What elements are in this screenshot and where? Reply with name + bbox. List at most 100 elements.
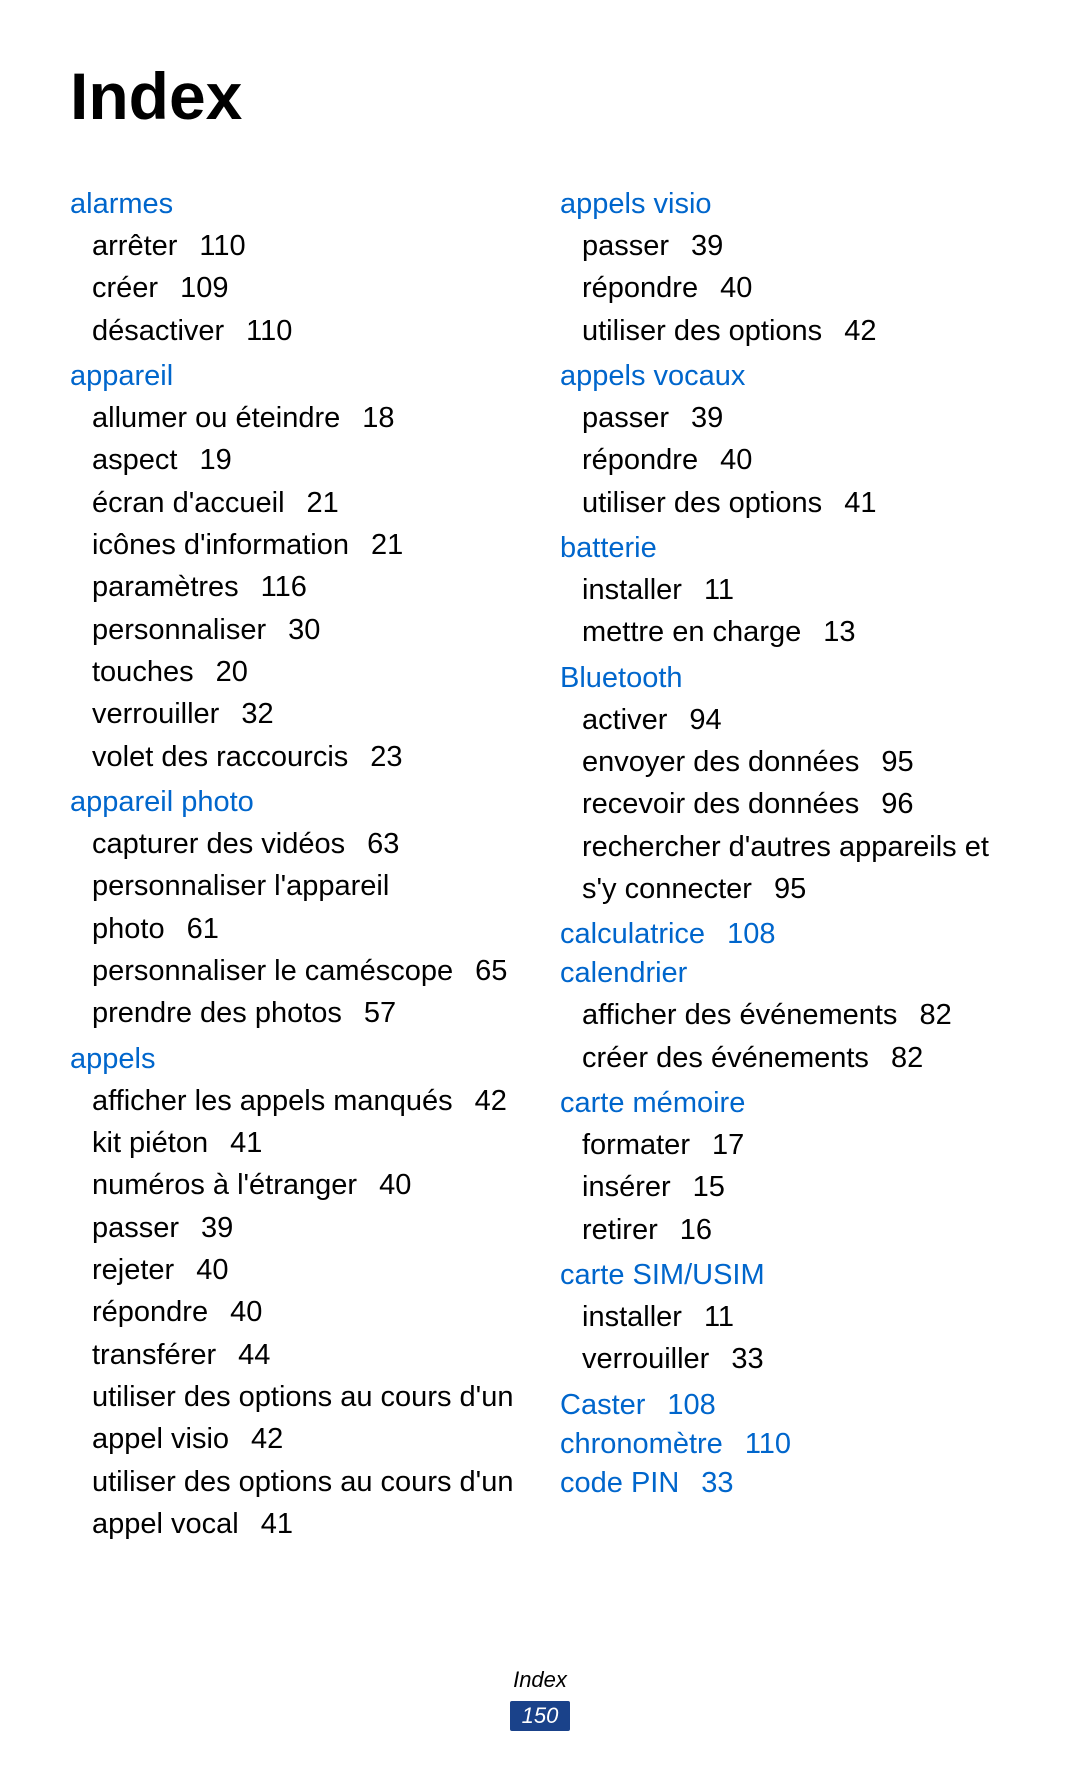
index-entry[interactable]: mettre en charge13: [582, 611, 1010, 653]
index-entry-label: retirer: [582, 1214, 658, 1246]
index-entry-page: 39: [691, 230, 723, 262]
index-entry-label: allumer ou éteindre: [92, 402, 340, 434]
index-entry[interactable]: répondre40: [582, 267, 1010, 309]
index-entry[interactable]: capturer des vidéos63: [92, 823, 520, 865]
index-entry[interactable]: utiliser des options41: [582, 482, 1010, 524]
index-entry[interactable]: allumer ou éteindre18: [92, 397, 520, 439]
index-heading[interactable]: calculatrice108: [560, 918, 1010, 951]
index-heading[interactable]: Caster108: [560, 1389, 1010, 1422]
index-entry[interactable]: transférer44: [92, 1334, 520, 1376]
index-entry[interactable]: rechercher d'autres appareils et s'y con…: [582, 826, 1010, 911]
index-entry-label: icônes d'information: [92, 529, 349, 561]
index-entry[interactable]: installer11: [582, 569, 1010, 611]
index-entry[interactable]: kit piéton41: [92, 1122, 520, 1164]
index-entry[interactable]: répondre40: [92, 1291, 520, 1333]
index-entry[interactable]: écran d'accueil21: [92, 482, 520, 524]
index-entry-label: écran d'accueil: [92, 487, 285, 519]
index-entry-page: 32: [241, 698, 273, 730]
index-heading[interactable]: Bluetooth: [560, 662, 1010, 695]
index-entry-page: 95: [881, 746, 913, 778]
index-entry[interactable]: passer39: [582, 397, 1010, 439]
index-entry-page: 42: [475, 1085, 507, 1117]
index-entry[interactable]: utiliser des options au cours d'un appel…: [92, 1461, 520, 1546]
index-entry[interactable]: utiliser des options42: [582, 310, 1010, 352]
index-heading[interactable]: appels visio: [560, 188, 1010, 221]
index-entry-page: 16: [680, 1214, 712, 1246]
index-heading[interactable]: appareil photo: [70, 786, 520, 819]
index-entry-label: utiliser des options: [582, 315, 822, 347]
index-entry[interactable]: paramètres116: [92, 566, 520, 608]
index-entry[interactable]: formater17: [582, 1124, 1010, 1166]
index-entry[interactable]: envoyer des données95: [582, 741, 1010, 783]
index-heading[interactable]: batterie: [560, 532, 1010, 565]
index-entry[interactable]: numéros à l'étranger40: [92, 1164, 520, 1206]
index-heading-label: alarmes: [70, 188, 173, 220]
index-entry-page: 39: [691, 402, 723, 434]
index-heading[interactable]: appels vocaux: [560, 360, 1010, 393]
index-entry[interactable]: verrouiller32: [92, 693, 520, 735]
index-entry-label: transférer: [92, 1339, 216, 1371]
index-entry[interactable]: arrêter110: [92, 225, 520, 267]
index-entry-page: 42: [251, 1423, 283, 1455]
index-entry-page: 40: [720, 272, 752, 304]
index-entry[interactable]: installer11: [582, 1296, 1010, 1338]
index-entry[interactable]: passer39: [582, 225, 1010, 267]
index-heading-label: calendrier: [560, 957, 687, 989]
index-entry[interactable]: personnaliser30: [92, 609, 520, 651]
index-entry[interactable]: afficher des événements82: [582, 994, 1010, 1036]
index-heading[interactable]: appareil: [70, 360, 520, 393]
index-heading[interactable]: carte mémoire: [560, 1087, 1010, 1120]
index-heading[interactable]: carte SIM/USIM: [560, 1259, 1010, 1292]
index-entry-label: capturer des vidéos: [92, 828, 345, 860]
index-entry-page: 13: [823, 616, 855, 648]
index-entry[interactable]: recevoir des données96: [582, 783, 1010, 825]
index-entry-label: créer des événements: [582, 1042, 869, 1074]
index-sublist: passer39répondre40utiliser des options42: [560, 225, 1010, 352]
index-entry[interactable]: volet des raccourcis23: [92, 736, 520, 778]
index-entry[interactable]: aspect19: [92, 439, 520, 481]
index-entry-page: 65: [475, 955, 507, 987]
index-entry-page: 19: [199, 444, 231, 476]
index-heading-label: chronomètre: [560, 1428, 723, 1460]
index-entry[interactable]: prendre des photos57: [92, 992, 520, 1034]
index-entry-label: utiliser des options au cours d'un appel…: [92, 1381, 513, 1455]
index-entry[interactable]: personnaliser le caméscope 65: [92, 950, 520, 992]
index-entry-label: désactiver: [92, 315, 224, 347]
index-entry[interactable]: afficher les appels manqués42: [92, 1080, 520, 1122]
index-entry[interactable]: retirer 16: [582, 1209, 1010, 1251]
index-heading-page: 108: [667, 1389, 715, 1421]
index-entry-page: 39: [201, 1212, 233, 1244]
index-entry-page: 110: [246, 315, 292, 347]
index-heading[interactable]: code PIN 33: [560, 1467, 1010, 1500]
index-heading-page: 33: [701, 1467, 733, 1499]
index-entry[interactable]: rejeter40: [92, 1249, 520, 1291]
index-heading[interactable]: chronomètre110: [560, 1428, 1010, 1461]
index-entry[interactable]: insérer15: [582, 1166, 1010, 1208]
page-title: Index: [70, 58, 1010, 134]
index-entry[interactable]: personnaliser l'appareil photo61: [92, 865, 520, 950]
index-entry[interactable]: icônes d'information21: [92, 524, 520, 566]
index-sublist: arrêter110créer109 désactiver 110: [70, 225, 520, 352]
index-entry-label: personnaliser le caméscope: [92, 955, 453, 987]
index-entry-page: 61: [187, 913, 219, 945]
index-heading[interactable]: appels: [70, 1043, 520, 1076]
index-entry[interactable]: passer39: [92, 1207, 520, 1249]
index-heading-label: code PIN: [560, 1467, 679, 1499]
index-entry[interactable]: utiliser des options au cours d'un appel…: [92, 1376, 520, 1461]
index-sublist: afficher des événements82créer des événe…: [560, 994, 1010, 1079]
index-entry[interactable]: verrouiller33: [582, 1338, 1010, 1380]
index-heading[interactable]: alarmes: [70, 188, 520, 221]
index-entry[interactable]: créer des événements82: [582, 1037, 1010, 1079]
index-heading[interactable]: calendrier: [560, 957, 1010, 990]
index-heading-label: calculatrice: [560, 918, 705, 950]
index-entry-label: rejeter: [92, 1254, 174, 1286]
index-entry[interactable]: touches20: [92, 651, 520, 693]
index-column-left: alarmes arrêter110créer109 désactiver 110 ap…: [70, 182, 520, 1553]
index-sublist: formater17insérer15 retirer 16: [560, 1124, 1010, 1251]
index-entry[interactable]: désactiver 110: [92, 310, 520, 352]
index-sublist: installer11verrouiller33: [560, 1296, 1010, 1381]
index-entry[interactable]: créer109: [92, 267, 520, 309]
index-sublist: installer11mettre en charge13: [560, 569, 1010, 654]
index-entry[interactable]: répondre40: [582, 439, 1010, 481]
index-entry[interactable]: activer94: [582, 699, 1010, 741]
